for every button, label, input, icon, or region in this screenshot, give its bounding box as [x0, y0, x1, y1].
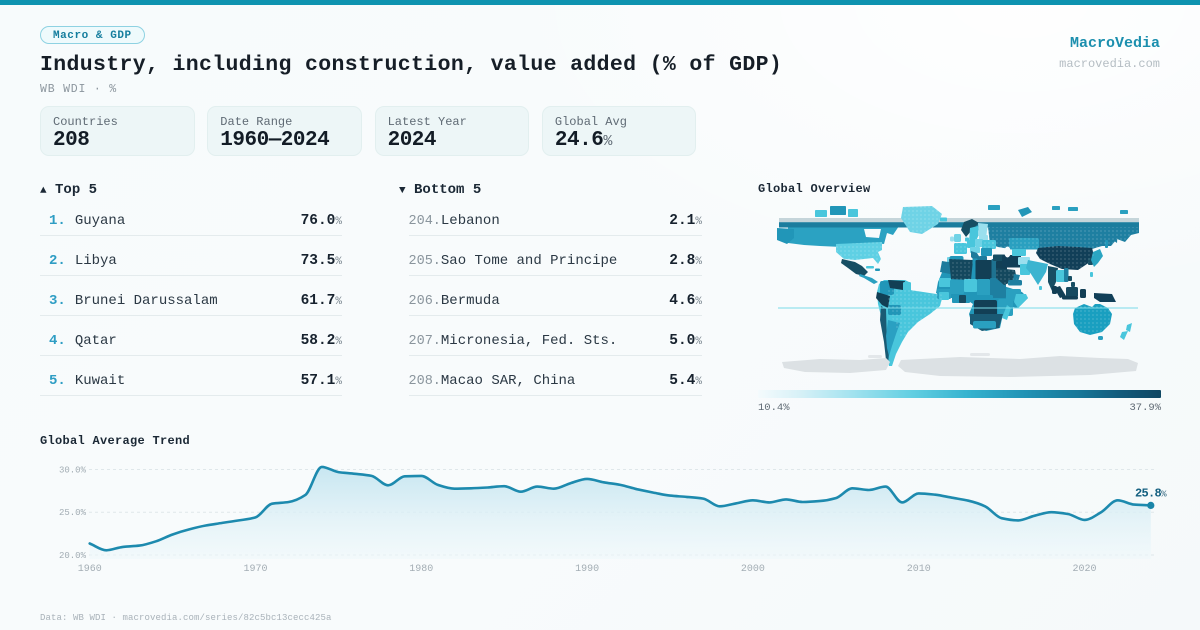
- svg-text:25.0%: 25.0%: [59, 508, 87, 518]
- svg-text:2010: 2010: [907, 564, 931, 575]
- svg-text:20.0%: 20.0%: [59, 551, 87, 561]
- svg-text:25.8%: 25.8%: [1135, 487, 1167, 501]
- svg-text:1960: 1960: [78, 564, 102, 575]
- svg-text:1990: 1990: [575, 564, 599, 575]
- svg-text:30.0%: 30.0%: [59, 466, 87, 476]
- svg-text:1980: 1980: [409, 564, 433, 575]
- svg-text:2000: 2000: [741, 564, 765, 575]
- svg-text:1970: 1970: [243, 564, 267, 575]
- svg-text:2020: 2020: [1072, 564, 1096, 575]
